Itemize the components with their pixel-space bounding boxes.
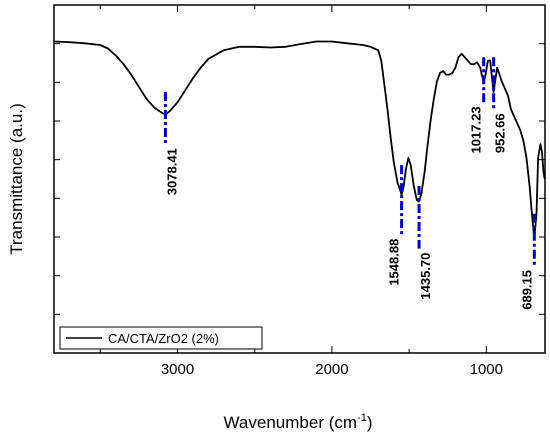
legend: CA/CTA/ZrO2 (2%) bbox=[59, 326, 263, 350]
peak-label: 952.66 bbox=[493, 113, 508, 153]
peak-label: 3078.41 bbox=[164, 148, 179, 195]
legend-entry-label: CA/CTA/ZrO2 (2%) bbox=[108, 331, 219, 346]
y-axis-ticks bbox=[54, 43, 545, 315]
peak-label: 689.15 bbox=[519, 270, 534, 310]
peak-label: 1017.23 bbox=[469, 106, 484, 153]
series-layer bbox=[53, 40, 546, 240]
legend-box bbox=[59, 326, 263, 350]
x-axis-ticks: 3000 2000 1000 bbox=[99, 5, 503, 378]
plot-frame bbox=[53, 4, 546, 354]
y-axis-title: Transmittance (a.u.) bbox=[7, 103, 26, 254]
x-axis-title-superscript: -1 bbox=[357, 412, 367, 424]
series-line-0 bbox=[53, 40, 546, 240]
x-tick-label: 3000 bbox=[161, 361, 194, 378]
x-axis-title: Wavenumber (cm-1) bbox=[224, 412, 373, 432]
peak-label: 1548.88 bbox=[387, 239, 402, 286]
peak-label: 1435.70 bbox=[418, 253, 433, 300]
x-tick-label: 1000 bbox=[470, 361, 503, 378]
x-axis-title-close: ) bbox=[367, 413, 373, 432]
x-axis-title-main: Wavenumber (cm bbox=[224, 413, 358, 432]
peak-annotations: 3078.41 1548.88 1435.70 1017.23 952.66 689.15 bbox=[163, 57, 536, 310]
x-tick-label: 2000 bbox=[315, 361, 348, 378]
